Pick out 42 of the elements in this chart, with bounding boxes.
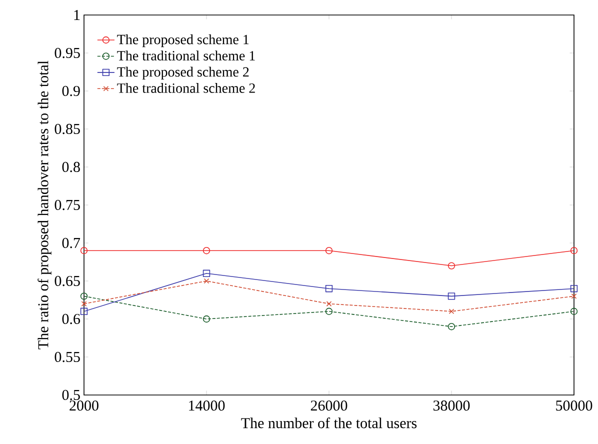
- legend-label: The proposed scheme 1: [117, 34, 249, 48]
- x-tick-label: 38000: [433, 400, 470, 411]
- y-tick-label: 0.5: [62, 390, 80, 400]
- y-tick-label: 0.95: [54, 48, 80, 58]
- x-tick-label: 2000: [70, 400, 98, 411]
- x-tick-label: 50000: [556, 400, 592, 411]
- point: [448, 322, 456, 330]
- legend-label: The traditional scheme 1: [117, 50, 255, 60]
- y-tick-label: 1: [74, 10, 80, 20]
- point: [80, 246, 88, 254]
- y-tick-label: 0.7: [62, 238, 80, 248]
- point: [202, 270, 210, 277]
- point: [325, 246, 333, 254]
- point: [202, 315, 210, 323]
- point: [448, 292, 456, 300]
- y-tick-label: 0.8: [62, 162, 80, 172]
- point: [571, 294, 577, 299]
- y-tick-label: 0.85: [54, 124, 80, 134]
- x-tick-label: 14000: [189, 400, 225, 411]
- point: [448, 308, 454, 314]
- legend-label: The proposed scheme 2: [117, 66, 249, 80]
- y-tick-label: 0.75: [54, 200, 80, 210]
- x-axis-title: The number of the total users: [241, 418, 417, 428]
- point: [202, 246, 210, 254]
- point: [80, 308, 88, 315]
- point: [204, 278, 210, 284]
- legend-label: The traditional scheme 2: [117, 83, 255, 93]
- y-tick-label: 0.6: [62, 314, 80, 324]
- point: [570, 246, 578, 254]
- y-axis-title: The ratio of proposed handover rates to the total: [38, 60, 52, 350]
- x-tick-label: 26000: [310, 400, 348, 411]
- point: [81, 301, 87, 306]
- point: [325, 284, 333, 292]
- y-tick-label: 0.65: [54, 276, 80, 286]
- point: [326, 301, 332, 306]
- y-tick-label: 0.55: [54, 352, 80, 362]
- point: [570, 284, 578, 292]
- point: [570, 308, 578, 315]
- point: [325, 308, 333, 315]
- y-tick-label: 0.9: [62, 86, 80, 96]
- point: [448, 262, 456, 270]
- point: [80, 292, 88, 300]
